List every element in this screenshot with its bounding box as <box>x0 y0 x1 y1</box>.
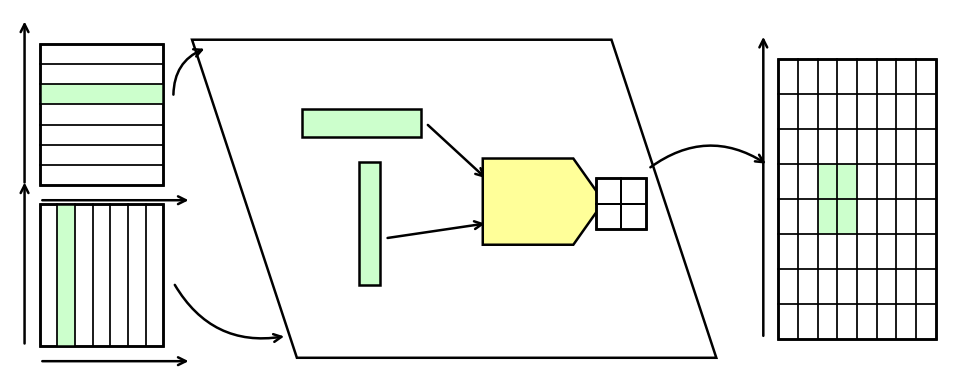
Bar <box>778 59 936 339</box>
Bar <box>39 205 163 346</box>
Bar <box>302 109 421 137</box>
Bar <box>39 205 163 346</box>
Bar <box>817 164 857 234</box>
Polygon shape <box>483 159 604 245</box>
Bar <box>39 44 163 185</box>
Polygon shape <box>192 40 716 358</box>
Bar <box>597 178 645 229</box>
Bar <box>778 59 936 339</box>
Bar <box>57 205 75 346</box>
Bar <box>597 178 645 229</box>
Bar <box>358 163 380 285</box>
Bar <box>39 44 163 185</box>
Bar <box>39 84 163 104</box>
